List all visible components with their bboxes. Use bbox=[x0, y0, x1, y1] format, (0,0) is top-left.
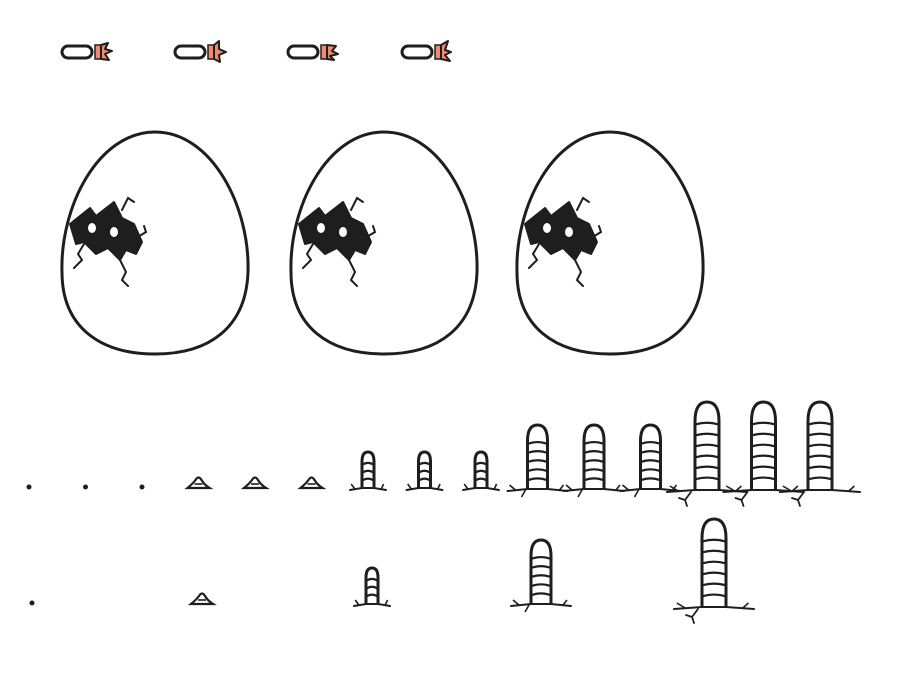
spike-frame-mound bbox=[240, 476, 270, 490]
spike-frame-small-spike bbox=[405, 450, 444, 491]
spike-frame-dot bbox=[139, 484, 145, 490]
spike-frame-small-spike bbox=[349, 450, 387, 491]
spike-stage-mound bbox=[187, 592, 217, 606]
egg-frame bbox=[515, 130, 705, 356]
spike-stage-row bbox=[29, 517, 755, 624]
pellet-frame bbox=[400, 40, 452, 62]
pellet-frame bbox=[286, 44, 339, 61]
egg-frame bbox=[60, 130, 250, 356]
spike-frame-large-spike bbox=[722, 400, 805, 507]
spike-frame-mound bbox=[297, 476, 327, 490]
spike-frame-large-spike bbox=[666, 400, 748, 507]
spike-stage-medium-spike bbox=[510, 538, 572, 613]
spike-stage-large-spike bbox=[673, 517, 755, 624]
spike-frame-mound bbox=[184, 476, 214, 490]
spike-frame-medium-spike bbox=[506, 423, 569, 498]
spike-frame-dot bbox=[26, 484, 32, 490]
spike-frame-medium-spike bbox=[619, 423, 682, 498]
pellet-frame bbox=[173, 40, 227, 63]
spike-stage-small-spike bbox=[353, 566, 391, 607]
spike-frame-large-spike bbox=[779, 400, 861, 507]
egg-frame bbox=[289, 130, 479, 356]
spike-frame-dot bbox=[83, 484, 88, 490]
spike-stage-dot bbox=[29, 600, 35, 606]
egg-row bbox=[60, 130, 705, 356]
pellet-row bbox=[60, 40, 452, 63]
pellet-frame bbox=[60, 42, 113, 61]
spike-frame-medium-spike bbox=[563, 423, 625, 498]
spike-frame-small-spike bbox=[462, 450, 500, 491]
spike-growth-row bbox=[26, 400, 861, 507]
